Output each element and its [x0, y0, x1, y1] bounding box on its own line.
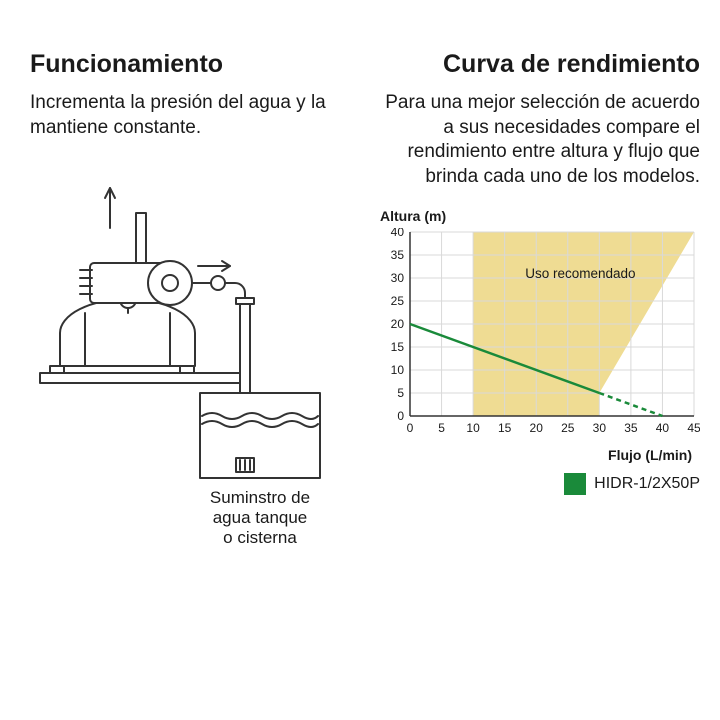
svg-text:40: 40: [656, 421, 670, 435]
svg-text:15: 15: [391, 340, 405, 354]
svg-text:agua tanque: agua tanque: [213, 508, 308, 527]
svg-text:15: 15: [498, 421, 512, 435]
right-column: Curva de rendimiento Para una mejor sele…: [380, 50, 700, 680]
chart-ylabel: Altura (m): [380, 208, 700, 224]
legend: HIDR-1/2X50P: [380, 473, 700, 495]
svg-text:25: 25: [391, 294, 405, 308]
svg-text:5: 5: [397, 386, 404, 400]
legend-swatch: [564, 473, 586, 495]
svg-text:35: 35: [624, 421, 638, 435]
svg-text:0: 0: [407, 421, 414, 435]
right-heading: Curva de rendimiento: [380, 50, 700, 79]
svg-text:30: 30: [391, 271, 405, 285]
svg-text:o cisterna: o cisterna: [223, 528, 297, 547]
legend-label: HIDR-1/2X50P: [594, 475, 700, 493]
pump-diagram-svg: Suminstro deagua tanqueo cisterna: [30, 158, 350, 558]
chart-svg: 0 5 10 15 20 25 30 35 40 45 0 5 10 15 20 25 30 35 40 Uso re…: [380, 228, 700, 438]
svg-text:10: 10: [466, 421, 480, 435]
pump-diagram: Suminstro deagua tanqueo cisterna: [30, 158, 350, 680]
svg-text:25: 25: [561, 421, 575, 435]
left-heading: Funcionamiento: [30, 50, 350, 79]
performance-chart: Altura (m) 0 5 10 15 20 25 30 35 40 45 0 5 10 15 20 25 3…: [380, 208, 700, 495]
svg-text:20: 20: [391, 317, 405, 331]
page: Funcionamiento Incrementa la presión del…: [0, 0, 720, 720]
chart-xlabel: Flujo (L/min): [380, 447, 700, 463]
svg-text:40: 40: [391, 228, 405, 239]
left-column: Funcionamiento Incrementa la presión del…: [30, 50, 350, 680]
svg-text:10: 10: [391, 363, 405, 377]
svg-text:45: 45: [687, 421, 700, 435]
svg-text:Uso recomendado: Uso recomendado: [525, 266, 635, 281]
left-subtitle: Incrementa la presión del agua y la mant…: [30, 91, 350, 140]
svg-text:Suminstro de: Suminstro de: [210, 488, 310, 507]
svg-text:35: 35: [391, 248, 405, 262]
svg-text:20: 20: [530, 421, 544, 435]
right-subtitle: Para una mejor selección de acuerdo a su…: [380, 91, 700, 190]
svg-text:5: 5: [438, 421, 445, 435]
svg-text:0: 0: [397, 409, 404, 423]
svg-text:30: 30: [593, 421, 607, 435]
